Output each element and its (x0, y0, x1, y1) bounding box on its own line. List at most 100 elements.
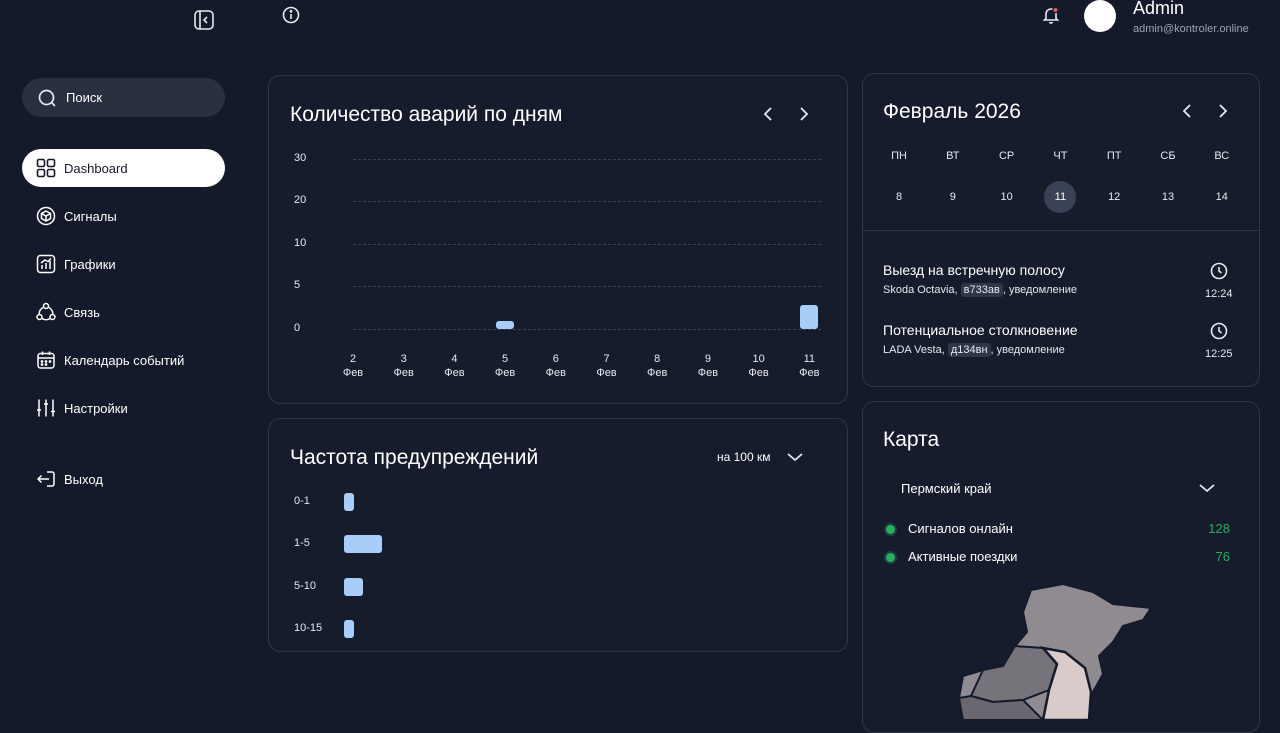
y-tick-label: 0 (294, 322, 301, 334)
calendar-day[interactable]: 14 (1215, 191, 1228, 203)
calendar-day[interactable]: 8 (895, 191, 903, 203)
sidebar-item-charts[interactable]: Графики (22, 245, 225, 283)
license-plate: д134вн (947, 343, 991, 357)
region-select[interactable]: Пермский край (901, 481, 992, 496)
warnings-unit-select[interactable]: на 100 км (717, 450, 771, 464)
y-tick-label: 5 (294, 279, 301, 291)
sidebar-item-signals[interactable]: Сигналы (22, 197, 225, 235)
signals-cube-icon (36, 206, 56, 226)
calendar-icon (36, 350, 56, 370)
y-tick-label: 20 (294, 194, 307, 206)
sidebar-item-calendar[interactable]: Календарь событий (22, 341, 225, 379)
chevron-down-icon[interactable] (1197, 478, 1217, 498)
avatar[interactable] (1084, 0, 1116, 32)
region-map[interactable] (953, 580, 1163, 720)
x-tick-label: 7 (603, 353, 610, 365)
event-details: LADA Vesta, д134вн, уведомление (883, 343, 1065, 357)
sidebar-item-logout[interactable]: Выход (22, 460, 225, 498)
grid-line (353, 244, 821, 245)
map-region-south[interactable] (957, 694, 1045, 720)
map-title: Карта (883, 428, 940, 451)
chevron-left-icon[interactable] (1177, 101, 1197, 121)
x-tick-sublabel: Фев (799, 367, 820, 379)
x-tick-label: 8 (654, 353, 661, 365)
x-tick-sublabel: Фев (697, 367, 719, 379)
x-tick-sublabel: Фев (748, 367, 769, 379)
x-tick-sublabel: Фев (545, 367, 566, 379)
weekday-label: ВТ (946, 150, 960, 162)
x-tick-sublabel: Фев (596, 367, 617, 379)
chevron-down-icon[interactable] (785, 447, 805, 467)
map-region-center[interactable] (1039, 646, 1093, 720)
sidebar-item-connection[interactable]: Связь (22, 293, 225, 331)
sidebar-item-label: Связь (64, 304, 100, 320)
stat-label: Активные поездки (908, 549, 1018, 564)
sidebar-item-settings[interactable]: Настройки (22, 389, 225, 427)
notification-bell-icon[interactable] (1041, 5, 1063, 27)
x-tick-sublabel: Фев (393, 367, 414, 379)
stat-value: 76 (1215, 549, 1230, 564)
x-tick-label: 9 (704, 353, 711, 365)
y-tick-label: 10 (294, 237, 307, 249)
chevron-right-icon[interactable] (1213, 101, 1233, 121)
sidebar-item-dashboard[interactable]: Dashboard (22, 149, 225, 187)
warnings-bar-chart: 0-1 1-5 5-10 10-15 (269, 419, 847, 651)
warnings-chart-title: Частота предупреждений (290, 446, 539, 469)
stat-label: Сигналов онлайн (908, 521, 1013, 536)
search-box[interactable] (22, 78, 225, 117)
calendar-day[interactable]: 10 (1000, 191, 1013, 203)
x-tick-sublabel: Фев (444, 367, 465, 379)
event-time: 12:24 (1205, 288, 1233, 300)
online-status-dot (886, 525, 895, 534)
y-category-label: 0-1 (294, 495, 310, 507)
accidents-chart-card: Количество аварий по дням 30 20 10 5 0 2 Фев 3 Ф… (268, 75, 848, 404)
y-category-label: 5-10 (294, 580, 317, 592)
stat-value: 128 (1208, 521, 1230, 536)
sidebar-item-label: Сигналы (64, 208, 117, 224)
weekday-label: СБ (1160, 150, 1176, 162)
search-input[interactable] (64, 89, 208, 106)
calendar-month-title: Февраль 2026 (883, 100, 1021, 123)
weekday-label: ПТ (1106, 150, 1122, 162)
calendar-day[interactable]: 9 (949, 191, 956, 203)
chart-icon (36, 254, 56, 274)
chart-bar (344, 578, 363, 596)
calendar-day-selected[interactable]: 11 (1044, 181, 1077, 213)
map-card: Карта Пермский край Сигналов онлайн 128 … (862, 401, 1260, 733)
x-tick-label: 11 (803, 353, 815, 365)
sidebar-item-label: Графики (64, 256, 116, 272)
y-category-label: 10-15 (294, 622, 323, 634)
event-details: Skoda Octavia, в733ав, уведомление (883, 283, 1078, 297)
calendar-day[interactable]: 13 (1161, 191, 1175, 203)
calendar-card: Февраль 2026 ПН ВТ СР ЧТ ПТ СБ ВС 8 9 10 11 12 13 14 … (862, 73, 1260, 387)
chart-bar (800, 305, 819, 329)
user-name: Admin (1133, 0, 1185, 18)
warnings-chart-card: Частота предупреждений на 100 км 0-1 1-5 5… (268, 418, 848, 652)
chart-bar (496, 321, 515, 329)
chevron-left-icon[interactable] (758, 104, 778, 124)
chevron-right-icon[interactable] (794, 104, 814, 124)
clock-icon (1210, 322, 1228, 340)
x-tick-sublabel: Фев (647, 367, 668, 379)
sidebar-item-label: Настройки (64, 400, 128, 416)
online-status-dot (886, 553, 895, 562)
sidebar-item-label: Календарь событий (64, 352, 185, 368)
weekday-label: ПН (891, 150, 907, 162)
x-tick-label: 3 (400, 353, 407, 365)
license-plate: в733ав (960, 283, 1003, 297)
sidebar-item-label: Выход (64, 471, 103, 487)
network-icon (36, 302, 56, 322)
accidents-chart-title: Количество аварий по дням (290, 103, 563, 126)
collapse-sidebar-icon[interactable] (193, 9, 215, 31)
info-icon[interactable] (281, 5, 303, 27)
event-title: Выезд на встречную полосу (883, 262, 1065, 278)
x-tick-label: 5 (502, 353, 509, 365)
chart-bar (344, 493, 354, 511)
calendar-day[interactable]: 12 (1108, 191, 1121, 203)
weekday-label: ВС (1214, 150, 1230, 162)
x-tick-label: 4 (451, 353, 458, 365)
user-email: admin@kontroler.online (1133, 23, 1249, 35)
grid-line (353, 201, 821, 202)
grid-line (353, 159, 821, 160)
y-tick-label: 30 (294, 152, 307, 164)
